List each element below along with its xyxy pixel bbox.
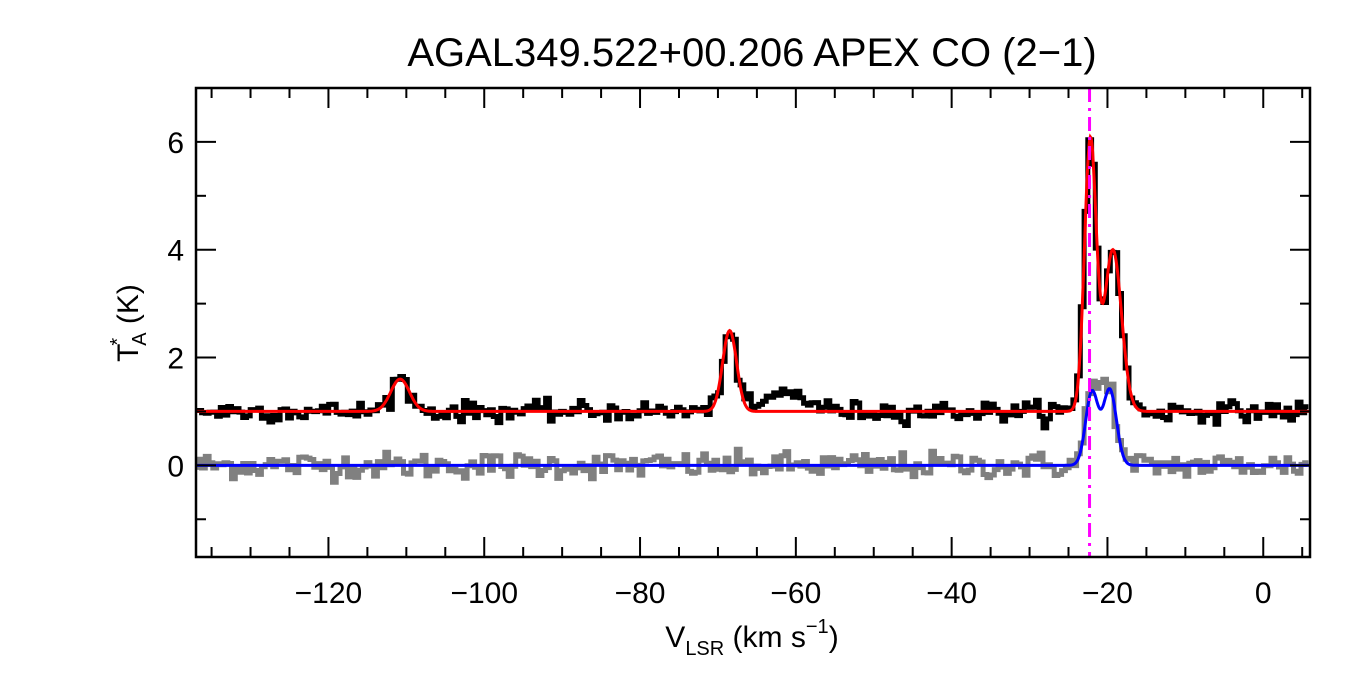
y-tick-label: 2	[167, 343, 184, 376]
x-tick-label: −100	[450, 577, 518, 610]
x-tick-label: 0	[1255, 577, 1272, 610]
y-axis-label-main: T	[112, 344, 145, 362]
x-axis-label-sup: −1	[806, 616, 829, 638]
x-axis-label: VLSR (km s−1)	[665, 616, 838, 660]
x-tick-label: −80	[615, 577, 666, 610]
x-axis-label-sub: LSR	[685, 638, 724, 660]
y-axis-label-sub: A	[129, 332, 151, 346]
y-axis-label-group: T*A (K)	[107, 284, 151, 362]
y-tick-label: 4	[167, 235, 184, 268]
x-tick-label: −120	[295, 577, 363, 610]
x-axis-label-unit: (km s	[724, 621, 806, 654]
axis-ticks-group	[196, 87, 1310, 557]
x-tick-label: −20	[1082, 577, 1133, 610]
tick-labels-group: −120 −100 −80 −60 −40 −20 0 0 2 4 6	[167, 127, 1271, 610]
series-fit-offset	[196, 133, 1310, 413]
y-axis-label: T*A (K)	[107, 284, 151, 362]
x-axis-label-close: )	[829, 621, 839, 654]
y-axis-label-unit: (K)	[112, 284, 145, 332]
x-tick-label: −60	[770, 577, 821, 610]
series-spectrum-offset	[196, 137, 1309, 431]
x-tick-label: −40	[926, 577, 977, 610]
chart-title: AGAL349.522+00.206 APEX CO (2−1)	[407, 31, 1096, 75]
y-axis-label-sup: *	[107, 338, 129, 346]
y-tick-label: 6	[167, 127, 184, 160]
series-fit-secondary	[196, 387, 1310, 467]
plot-frame	[194, 86, 1312, 559]
x-axis-label-main: V	[665, 621, 685, 654]
y-tick-label: 0	[167, 450, 184, 483]
plot-series-group	[195, 88, 1310, 557]
